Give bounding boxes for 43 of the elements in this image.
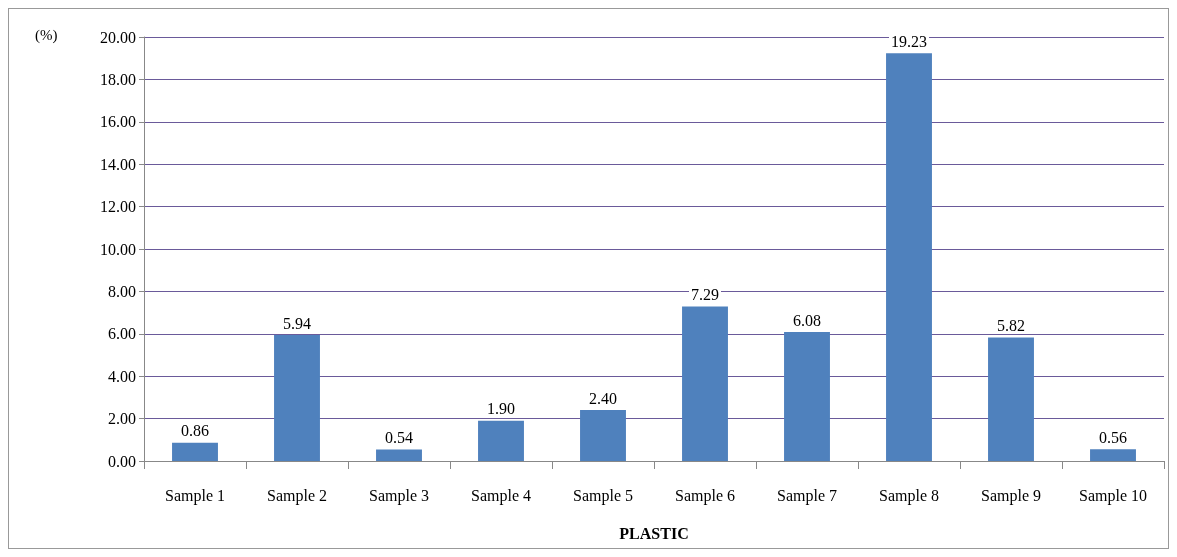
x-tick-label: Sample 10 (1079, 486, 1147, 505)
y-tick-label: 10.00 (100, 240, 136, 258)
x-axis-title: PLASTIC (619, 524, 689, 542)
bar (988, 337, 1034, 461)
x-tick-label: Sample 8 (879, 486, 939, 505)
bar (478, 420, 524, 461)
bar (784, 332, 830, 461)
y-tick-label: 14.00 (100, 155, 136, 173)
bar (580, 410, 626, 461)
data-label: 5.82 (997, 317, 1025, 335)
y-axis-title: (%) (35, 26, 58, 44)
data-label: 7.29 (691, 285, 719, 303)
bar (274, 335, 320, 461)
data-label: 6.08 (793, 311, 821, 329)
x-tick-label: Sample 9 (981, 486, 1041, 505)
y-tick-label: 6.00 (108, 325, 136, 343)
data-label: 0.54 (385, 429, 413, 447)
data-label: 1.90 (487, 400, 515, 418)
bar (376, 449, 422, 461)
y-tick-label: 20.00 (100, 28, 136, 46)
x-tick-label: Sample 2 (267, 486, 327, 505)
x-tick-label: Sample 1 (165, 486, 225, 505)
data-label: 19.23 (891, 32, 927, 50)
data-label: 0.86 (181, 422, 209, 440)
data-label: 0.56 (1099, 428, 1127, 446)
y-tick-label: 4.00 (108, 367, 136, 385)
data-label: 5.94 (283, 314, 311, 332)
x-tick-label: Sample 5 (573, 486, 633, 505)
y-tick-label: 12.00 (100, 198, 136, 216)
x-tick-label: Sample 7 (777, 486, 837, 505)
x-tick-label: Sample 4 (471, 486, 531, 505)
bar (1090, 449, 1136, 461)
x-tick-label: Sample 3 (369, 486, 429, 505)
y-tick-label: 0.00 (108, 452, 136, 470)
bar (682, 306, 728, 461)
bar (886, 53, 932, 461)
y-tick-label: 2.00 (108, 410, 136, 428)
y-tick-label: 8.00 (108, 282, 136, 300)
data-label: 2.40 (589, 389, 617, 407)
x-tick-label: Sample 6 (675, 486, 735, 505)
y-tick-label: 16.00 (100, 113, 136, 131)
y-tick-label: 18.00 (100, 70, 136, 88)
bar (172, 442, 218, 461)
